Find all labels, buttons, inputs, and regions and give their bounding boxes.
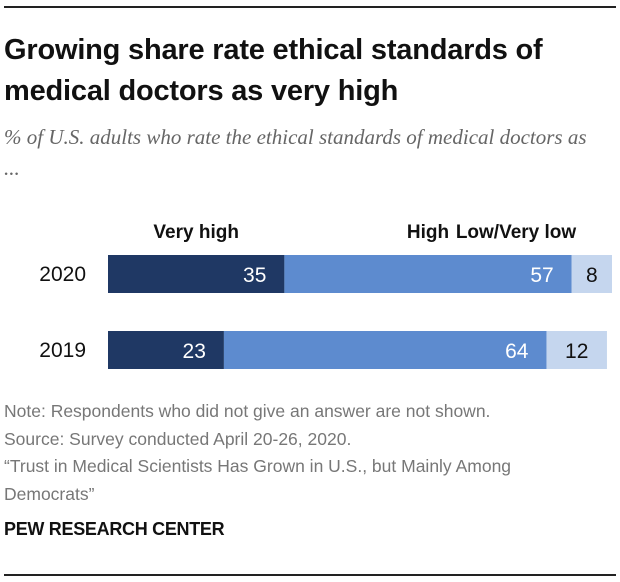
report-title-line2: Democrats” bbox=[4, 483, 95, 504]
bottom-rule bbox=[4, 574, 616, 576]
chart-title: Growing share rate ethical standards of … bbox=[4, 34, 543, 107]
bar-segment-2019-2 bbox=[546, 331, 607, 369]
stacked-bar-chart: Very high High Low/Very low 2020 35 57 8 2019 23… bbox=[39, 222, 612, 369]
report-title-line1: “Trust in Medical Scientists Has Grown i… bbox=[4, 456, 512, 476]
bar-segment-2019-1 bbox=[223, 331, 547, 369]
chart-subtitle: % of U.S. adults who rate the ethical st… bbox=[4, 125, 587, 180]
category-label-2020: 2020 bbox=[39, 263, 86, 286]
legend-label-high: High bbox=[407, 222, 449, 243]
data-label-2020-1: 57 bbox=[530, 264, 553, 287]
data-label-2019-0: 23 bbox=[183, 340, 206, 363]
source-text: Source: Survey conducted April 20-26, 20… bbox=[4, 428, 352, 449]
chart-notes: Note: Respondents who did not give an an… bbox=[4, 398, 614, 508]
legend-label-low-very-low: Low/Very low bbox=[456, 222, 577, 243]
data-label-2020-0: 35 bbox=[243, 264, 266, 287]
brand-logo-text: PEW RESEARCH CENTER bbox=[4, 519, 225, 539]
bar-segment-2019-0 bbox=[108, 331, 224, 369]
legend-label-very-high: Very high bbox=[153, 222, 239, 243]
bar-segment-2020-0 bbox=[108, 255, 285, 293]
data-label-2019-2: 12 bbox=[565, 340, 588, 363]
category-label-2019: 2019 bbox=[39, 339, 86, 362]
data-label-2019-1: 64 bbox=[505, 340, 529, 363]
data-label-2020-2: 8 bbox=[586, 264, 598, 287]
bar-segment-2020-2 bbox=[571, 255, 612, 293]
note-text: Note: Respondents who did not give an an… bbox=[4, 401, 491, 421]
top-rule bbox=[4, 6, 616, 8]
bar-segment-2020-1 bbox=[284, 255, 572, 293]
